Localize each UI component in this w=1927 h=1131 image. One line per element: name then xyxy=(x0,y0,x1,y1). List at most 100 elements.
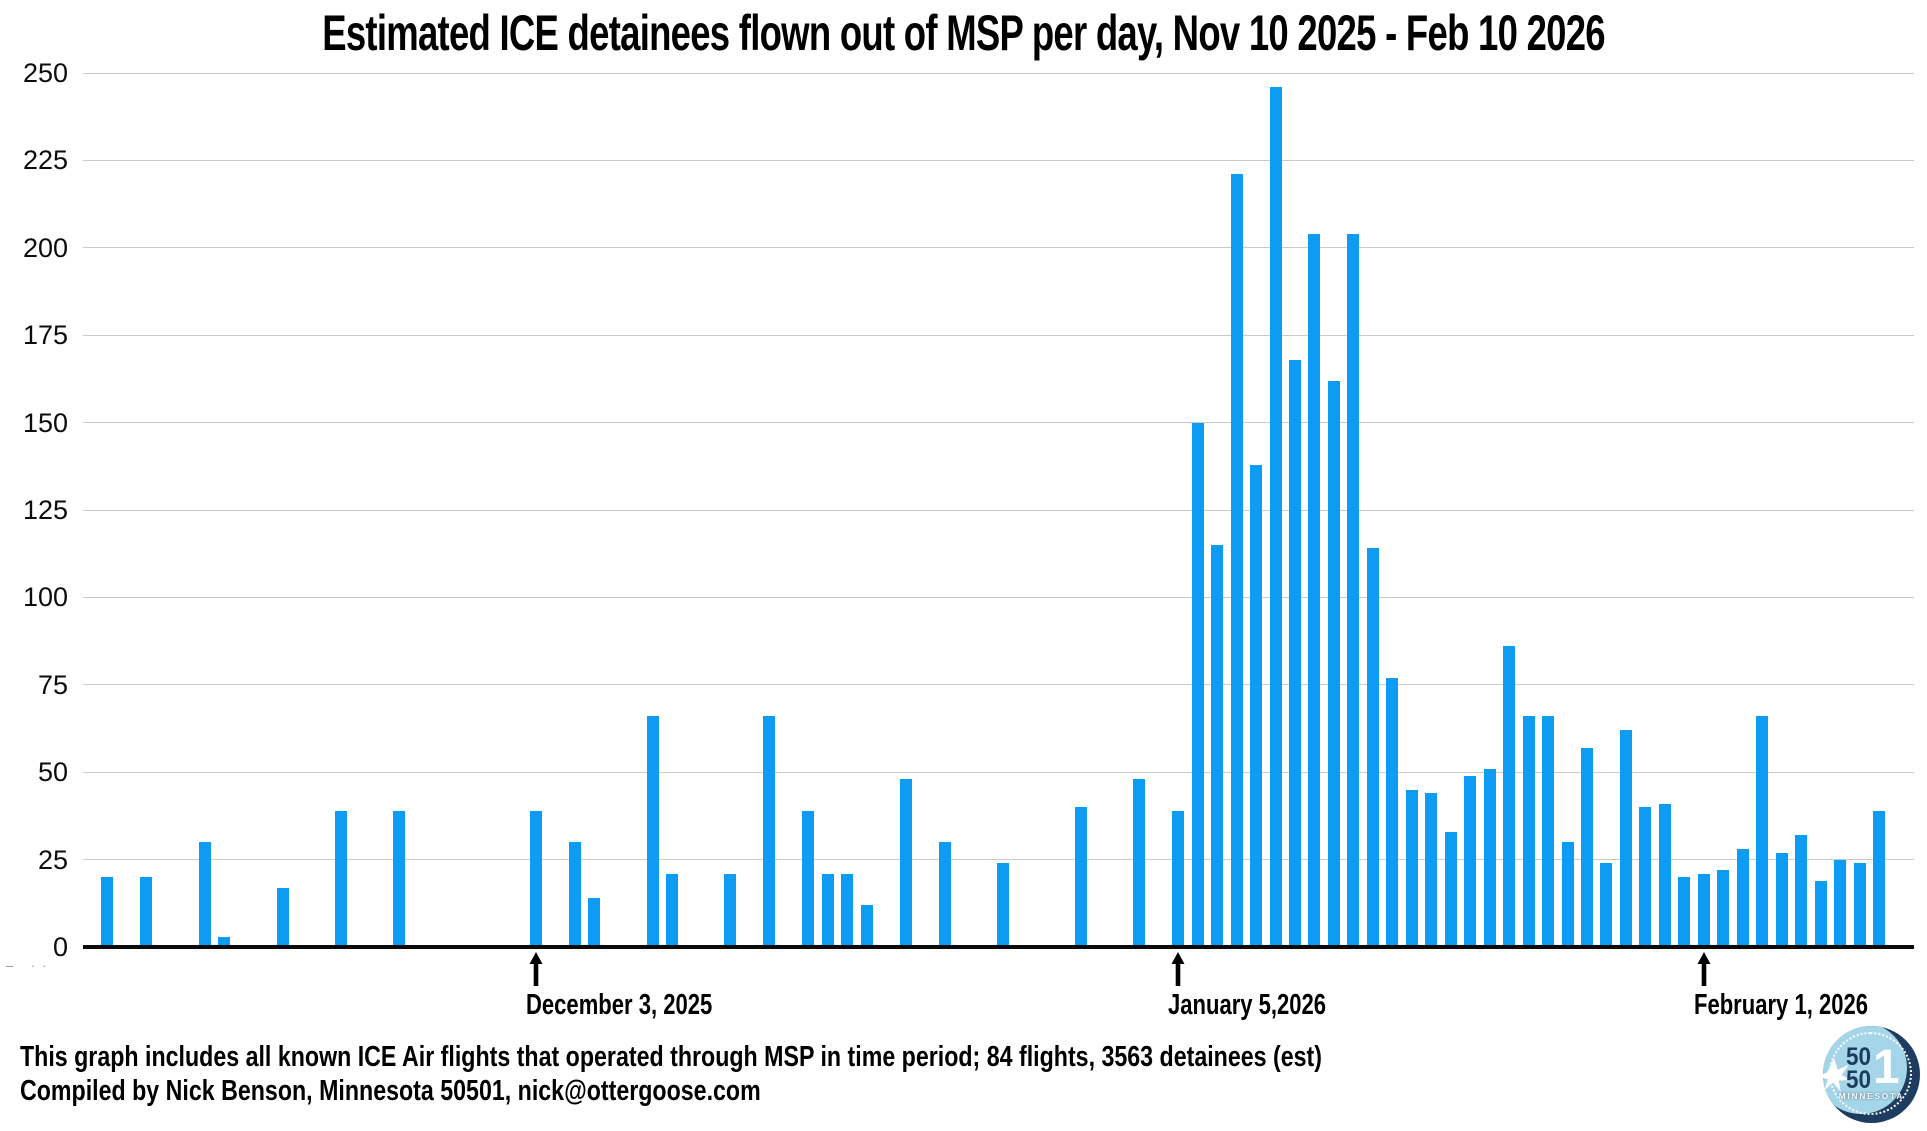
y-axis-tick-label: 0 xyxy=(52,932,68,962)
y-axis-tick-label: 125 xyxy=(22,495,68,525)
logo-big-one: 1 xyxy=(1873,1041,1900,1094)
bar-feb-4 xyxy=(1756,716,1769,947)
x-axis-annotation: December 3, 2025 xyxy=(526,952,712,1021)
gridline-y-100 xyxy=(83,596,1914,598)
bar-nov-13 xyxy=(140,877,153,947)
bar-feb-7 xyxy=(1814,880,1827,947)
bar-jan-17 xyxy=(1405,789,1418,947)
bar-feb-10 xyxy=(1873,810,1885,947)
bar-jan-8 xyxy=(1230,174,1243,947)
bar-jan-30 xyxy=(1658,803,1671,947)
logo-5050-text: 50 50 xyxy=(1846,1043,1872,1094)
bar-dec-17 xyxy=(802,810,815,947)
gridline-y-75 xyxy=(83,684,1914,686)
bar-nov-11 xyxy=(101,877,114,947)
bar-feb-1 xyxy=(1697,873,1710,947)
bar-jan-20 xyxy=(1464,775,1477,947)
y-axis-tick-label: 175 xyxy=(22,320,68,351)
gridline-y-50 xyxy=(83,771,1914,773)
chart-title-text: Estimated ICE detainees flown out of MSP… xyxy=(322,5,1605,61)
y-axis-tick-label: 75 xyxy=(37,669,68,700)
bar-feb-9 xyxy=(1853,863,1866,947)
gridline-y-150 xyxy=(83,422,1914,424)
bar-nov-23 xyxy=(335,810,348,947)
bar-feb-5 xyxy=(1775,852,1788,947)
bar-jan-31 xyxy=(1678,877,1691,947)
bar-dec-27 xyxy=(996,863,1009,947)
footer-line-2: Compiled by Nick Benson, Minnesota 50501… xyxy=(20,1075,761,1107)
x-axis-line xyxy=(83,945,1914,949)
y-axis-tick-label: 50 xyxy=(37,757,68,788)
gridline-y-125 xyxy=(83,509,1914,511)
bar-jan-29 xyxy=(1639,807,1652,947)
footer-line-1: This graph includes all known ICE Air fl… xyxy=(20,1041,1322,1073)
bar-jan-14 xyxy=(1347,233,1360,947)
bar-jan-28 xyxy=(1619,730,1632,947)
bar-jan-10 xyxy=(1269,86,1282,947)
up-arrow-icon xyxy=(529,952,543,986)
bar-jan-16 xyxy=(1386,677,1399,947)
bar-dec-31 xyxy=(1074,807,1087,947)
bar-feb-8 xyxy=(1834,859,1847,947)
bar-jan-23 xyxy=(1522,716,1535,947)
bar-jan-13 xyxy=(1327,380,1340,947)
bar-jan-6 xyxy=(1191,422,1204,947)
x-axis-annotation: January 5,2026 xyxy=(1168,952,1326,1021)
gridline-y-250 xyxy=(83,72,1914,74)
annotation-date-label: January 5,2026 xyxy=(1168,989,1327,1021)
axis-label-artifact: – ·· xyxy=(6,958,54,973)
bar-dec-18 xyxy=(821,873,834,947)
chart-title: Estimated ICE detainees flown out of MSP… xyxy=(0,4,1927,62)
bar-jan-24 xyxy=(1542,716,1555,947)
annotation-date-label: December 3, 2025 xyxy=(525,989,712,1021)
bar-jan-15 xyxy=(1366,548,1379,947)
bar-feb-2 xyxy=(1717,870,1730,947)
gridline-y-175 xyxy=(83,334,1914,336)
bar-jan-7 xyxy=(1211,544,1224,947)
footer-caption: This graph includes all known ICE Air fl… xyxy=(20,1040,1647,1108)
bar-dec-22 xyxy=(899,779,912,947)
bar-nov-26 xyxy=(393,810,406,947)
bar-dec-13 xyxy=(724,873,737,947)
y-axis-tick-label: 225 xyxy=(22,145,68,176)
bar-jan-27 xyxy=(1600,863,1613,947)
bar-dec-19 xyxy=(841,873,854,947)
bar-nov-16 xyxy=(198,842,211,947)
bar-jan-21 xyxy=(1483,768,1496,947)
bar-dec-10 xyxy=(666,873,679,947)
bar-dec-15 xyxy=(763,716,776,947)
gridline-y-200 xyxy=(83,247,1914,249)
bar-jan-26 xyxy=(1580,747,1593,947)
up-arrow-icon xyxy=(1697,952,1711,986)
bar-jan-3 xyxy=(1133,779,1146,947)
bar-feb-3 xyxy=(1736,849,1749,947)
bar-dec-9 xyxy=(646,716,659,947)
y-axis-tick-label: 200 xyxy=(22,232,68,263)
bar-jan-11 xyxy=(1288,359,1301,947)
bar-jan-22 xyxy=(1503,646,1516,947)
logo-state-text: MINNESOTA xyxy=(1838,1092,1905,1101)
y-axis-tick-label: 100 xyxy=(22,582,68,613)
y-axis-tick-label: 150 xyxy=(22,407,68,438)
bar-jan-5 xyxy=(1172,810,1185,947)
up-arrow-icon xyxy=(1171,952,1185,986)
bar-nov-20 xyxy=(276,887,289,947)
bar-nov-17 xyxy=(218,936,231,947)
bar-jan-25 xyxy=(1561,842,1574,947)
bar-dec-6 xyxy=(588,898,601,947)
bar-dec-5 xyxy=(568,842,581,947)
bar-dec-24 xyxy=(938,842,951,947)
gridline-y-25 xyxy=(83,859,1914,861)
50501-minnesota-logo: 50 50 1 MINNESOTA xyxy=(1823,1026,1920,1123)
y-axis-tick-label: 25 xyxy=(37,844,68,875)
bar-jan-19 xyxy=(1444,831,1457,947)
gridline-y-225 xyxy=(83,159,1914,161)
bar-dec-20 xyxy=(860,905,873,947)
annotation-date-label: February 1, 2026 xyxy=(1693,989,1868,1021)
bar-jan-18 xyxy=(1425,793,1438,947)
bar-jan-9 xyxy=(1250,464,1263,947)
bar-feb-6 xyxy=(1795,835,1808,947)
bar-dec-3 xyxy=(529,810,542,947)
y-axis-tick-label: 250 xyxy=(22,58,68,88)
